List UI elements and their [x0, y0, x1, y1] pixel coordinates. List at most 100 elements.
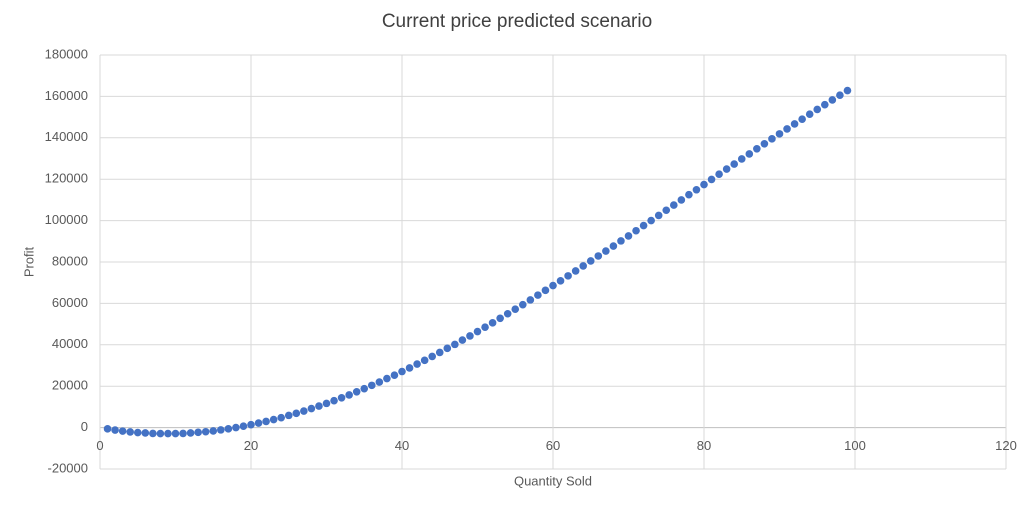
point	[488, 319, 497, 327]
point	[126, 428, 134, 436]
point	[473, 327, 482, 336]
point	[828, 96, 837, 104]
point	[602, 247, 610, 255]
y-tick-label: 140000	[45, 129, 88, 144]
point	[836, 91, 844, 99]
point	[398, 367, 406, 376]
point	[541, 286, 550, 295]
point	[511, 305, 520, 313]
point	[730, 160, 738, 168]
point	[534, 291, 542, 299]
point	[292, 409, 301, 418]
point	[805, 110, 814, 119]
y-tick-label: 80000	[52, 253, 88, 268]
point	[556, 277, 565, 285]
y-tick-label: 20000	[52, 378, 88, 393]
point	[662, 206, 671, 215]
point	[458, 336, 467, 344]
point	[692, 185, 701, 194]
point	[783, 125, 791, 133]
point	[753, 144, 761, 153]
point	[420, 356, 429, 365]
point	[745, 150, 754, 158]
point	[224, 425, 233, 433]
point	[443, 344, 452, 353]
point	[579, 262, 587, 270]
point	[647, 216, 655, 225]
y-tick-label: 180000	[45, 46, 88, 61]
x-axis-label: Quantity Sold	[514, 473, 592, 488]
point	[186, 429, 195, 437]
point	[405, 364, 414, 372]
point	[466, 332, 474, 340]
point	[496, 314, 504, 323]
point	[269, 415, 278, 424]
point	[435, 348, 444, 357]
point	[821, 100, 829, 109]
point	[549, 281, 557, 290]
point	[179, 429, 187, 438]
point	[156, 429, 165, 438]
x-tick-label: 20	[244, 438, 258, 453]
y-tick-label: -20000	[48, 460, 88, 475]
point	[360, 384, 369, 393]
point	[760, 140, 769, 148]
y-tick-label: 160000	[45, 88, 88, 103]
x-tick-label: 0	[96, 438, 103, 453]
point	[685, 190, 693, 199]
point	[639, 221, 648, 230]
point	[171, 429, 180, 438]
point	[481, 323, 489, 332]
point	[103, 425, 112, 433]
point	[232, 423, 240, 432]
point	[594, 252, 603, 260]
point	[277, 413, 286, 422]
point	[111, 426, 119, 434]
point	[284, 411, 293, 420]
point	[209, 427, 218, 435]
point	[586, 257, 595, 265]
point	[451, 340, 459, 349]
point	[217, 426, 225, 434]
y-tick-label: 60000	[52, 295, 88, 310]
point	[798, 115, 806, 123]
point	[413, 360, 421, 368]
point	[352, 387, 361, 396]
point	[262, 417, 270, 426]
point	[700, 180, 708, 189]
point	[133, 428, 142, 437]
y-tick-label: 120000	[45, 171, 88, 186]
point	[617, 237, 625, 245]
point	[194, 428, 202, 437]
point	[715, 170, 723, 179]
point	[368, 381, 376, 390]
chart-title: Current price predicted scenario	[382, 11, 652, 32]
point	[383, 374, 391, 383]
point	[307, 404, 316, 413]
point	[632, 226, 640, 235]
point	[609, 242, 618, 250]
point	[141, 429, 150, 437]
point	[843, 86, 852, 95]
y-axis-label: Profit	[21, 246, 36, 277]
point	[300, 407, 308, 415]
y-tick-label: 0	[81, 419, 88, 434]
point	[571, 267, 580, 275]
x-tick-label: 40	[395, 438, 409, 453]
point	[201, 427, 210, 436]
y-tick-label: 40000	[52, 336, 88, 351]
x-tick-label: 120	[995, 438, 1017, 453]
x-tick-label: 80	[697, 438, 711, 453]
point	[164, 429, 172, 438]
point	[707, 175, 716, 184]
point	[503, 309, 512, 318]
point	[375, 378, 384, 386]
point	[526, 296, 535, 304]
point	[722, 165, 731, 173]
point	[345, 391, 353, 399]
point	[239, 422, 248, 430]
point	[775, 130, 784, 138]
point	[519, 300, 527, 309]
